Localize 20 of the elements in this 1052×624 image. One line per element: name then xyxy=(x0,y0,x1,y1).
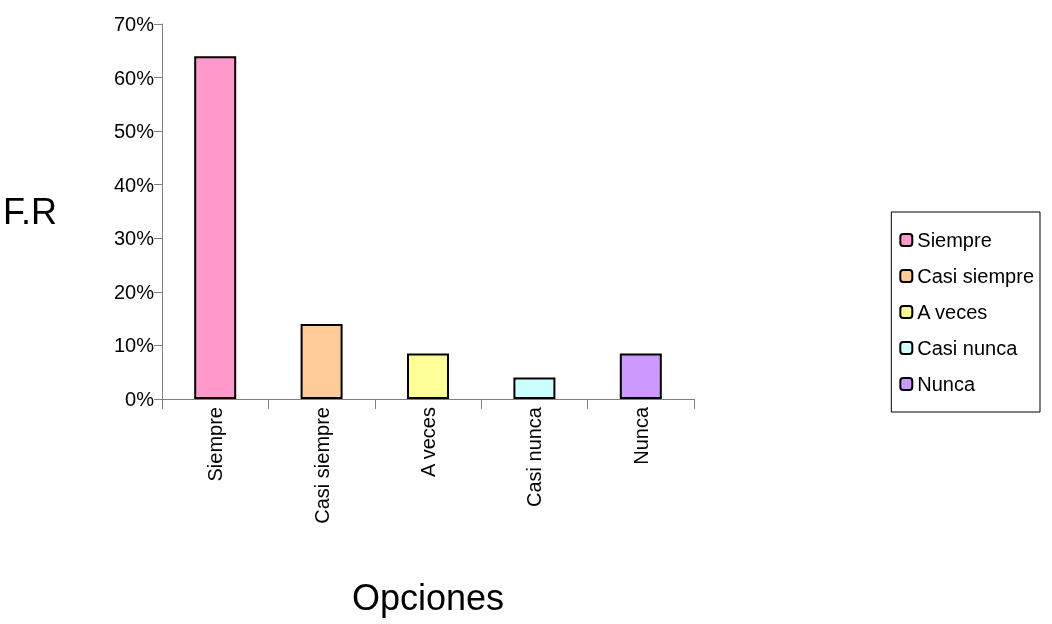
y-tick-label: 40% xyxy=(113,173,155,196)
legend-label: Casi siempre xyxy=(917,265,1034,287)
x-tick-label: Nunca xyxy=(629,406,652,465)
legend-label: Casi nunca xyxy=(917,337,1019,359)
y-tick-label: 10% xyxy=(113,334,155,357)
y-tick-label: 60% xyxy=(113,66,155,89)
x-axis-title: Opciones xyxy=(351,576,505,618)
y-tick-label: 20% xyxy=(113,280,155,303)
x-tick-label: Casi nunca xyxy=(523,406,546,508)
legend-label: Siempre xyxy=(917,229,992,251)
y-tick-label: 70% xyxy=(113,13,155,35)
x-tick-label: Siempre xyxy=(204,407,227,482)
x-tick-label: Casi siempre xyxy=(310,407,333,524)
y-tick-label: 50% xyxy=(113,120,155,143)
y-axis-title: F.R xyxy=(3,191,57,232)
y-tick-label: 0% xyxy=(125,388,155,410)
y-tick-label: 30% xyxy=(113,227,155,250)
x-tick-label: A veces xyxy=(417,407,439,478)
legend-label: A veces xyxy=(917,301,988,323)
legend-label: Nunca xyxy=(917,373,976,395)
